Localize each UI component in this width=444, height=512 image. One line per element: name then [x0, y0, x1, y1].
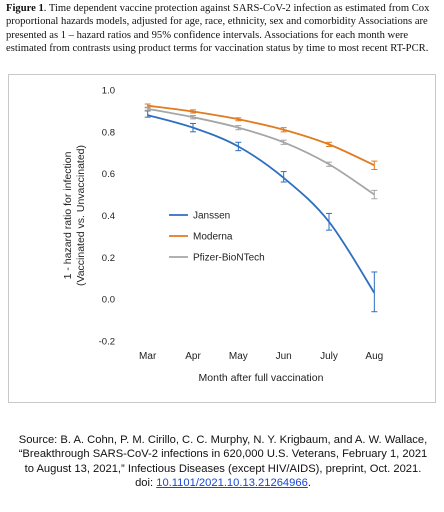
legend-label: Moderna [193, 232, 233, 243]
legend-label: Pfizer-BioNTech [193, 253, 265, 264]
y-tick-label: -0.2 [99, 337, 115, 348]
x-tick-label: Apr [185, 351, 201, 362]
figure-label: Figure 1 [6, 3, 44, 14]
y-tick-label: 0.2 [102, 253, 115, 264]
legend-label: Janssen [193, 211, 230, 222]
x-tick-label: May [229, 351, 248, 362]
x-tick-label: Mar [139, 351, 157, 362]
caption-text: . Time dependent vaccine protection agai… [6, 3, 430, 55]
x-tick-label: Jun [276, 351, 292, 362]
y-tick-label: 0.4 [102, 211, 115, 222]
series-line [147, 104, 375, 167]
figure-caption: Figure 1. Time dependent vaccine protect… [6, 2, 438, 56]
x-tick-label: Aug [365, 351, 383, 362]
x-tick-label: July [320, 351, 338, 362]
y-axis-title: 1 - hazard ratio for infection [62, 151, 74, 279]
x-axis-title: Month after full vaccination [199, 372, 324, 384]
source-text: Source: B. A. Cohn, P. M. Cirillo, C. C.… [18, 434, 428, 489]
series-line [147, 114, 376, 294]
series-line [147, 107, 375, 196]
source-end: . [307, 476, 311, 489]
source-citation: Source: B. A. Cohn, P. M. Cirillo, C. C.… [18, 433, 428, 490]
y-tick-label: 1.0 [102, 86, 115, 97]
line-chart: -0.2 0.0 0.2 0.4 0.6 0.8 1.0 Mar Apr May Jun July Au… [62, 86, 383, 385]
doi-link[interactable]: 10.1101/2021.10.13.21264966 [156, 476, 308, 489]
chart-frame: -0.2 0.0 0.2 0.4 0.6 0.8 1.0 Mar Apr May Jun July Au… [8, 74, 436, 403]
y-tick-label: 0.0 [102, 295, 115, 306]
y-tick-label: 0.8 [102, 127, 115, 138]
y-axis-title: (Vaccinated vs. Unvaccinated) [75, 145, 87, 286]
y-tick-label: 0.6 [102, 169, 115, 180]
